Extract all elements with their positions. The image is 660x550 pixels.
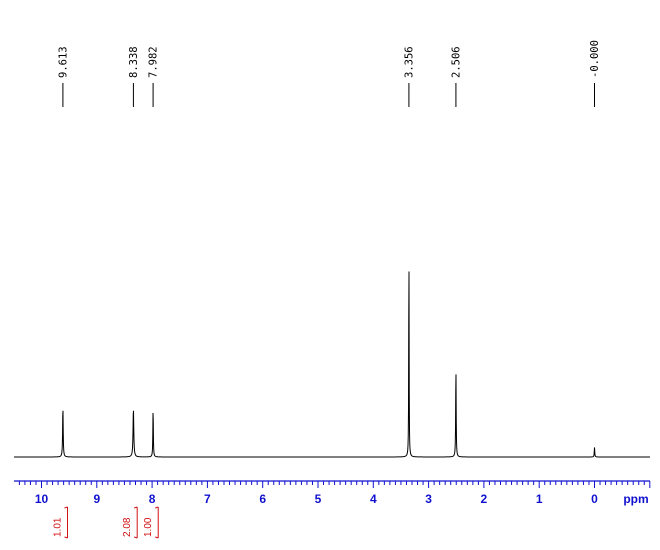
peak-label: -0.000	[589, 40, 601, 78]
tick-label: 5	[315, 492, 322, 506]
integral-bracket-top	[134, 506, 138, 509]
integral-value: 1.01	[53, 517, 64, 537]
tick-label: 9	[93, 492, 100, 506]
integral-bracket-bottom	[134, 536, 138, 539]
x-axis: 10 9 8 7 6 5 4 3 2 1 0 ppm	[14, 480, 651, 506]
integral-bracket-top	[64, 506, 68, 509]
tick-label: 10	[35, 492, 49, 506]
integrals: 1.01 2.08 1.00	[53, 506, 159, 539]
tick-label: 7	[204, 492, 211, 506]
peak-labels: 9.613 8.338 7.982 3.356 2.506 -0.000	[57, 40, 601, 107]
tick-label: 0	[591, 492, 598, 506]
peak-label: 2.506	[450, 46, 462, 78]
peak-label: 9.613	[57, 46, 69, 78]
peak-label: 8.338	[128, 46, 140, 78]
tick-label: 3	[425, 492, 432, 506]
integral-value: 1.00	[143, 517, 154, 537]
tick-label: 1	[536, 492, 543, 506]
spectrum-line	[14, 271, 650, 458]
integral-bracket-bottom	[155, 536, 159, 539]
tick-label: 2	[481, 492, 488, 506]
axis-unit-label: ppm	[623, 492, 648, 506]
tick-label: 4	[370, 492, 377, 506]
spectrum-plot	[14, 271, 650, 458]
integral-bracket-top	[155, 506, 159, 509]
integral-value: 2.08	[122, 517, 133, 537]
peak-label: 7.982	[148, 46, 160, 78]
tick-label: 8	[149, 492, 156, 506]
integral-bracket-bottom	[64, 536, 68, 539]
tick-label: 6	[259, 492, 266, 506]
peak-label: 3.356	[403, 46, 415, 78]
